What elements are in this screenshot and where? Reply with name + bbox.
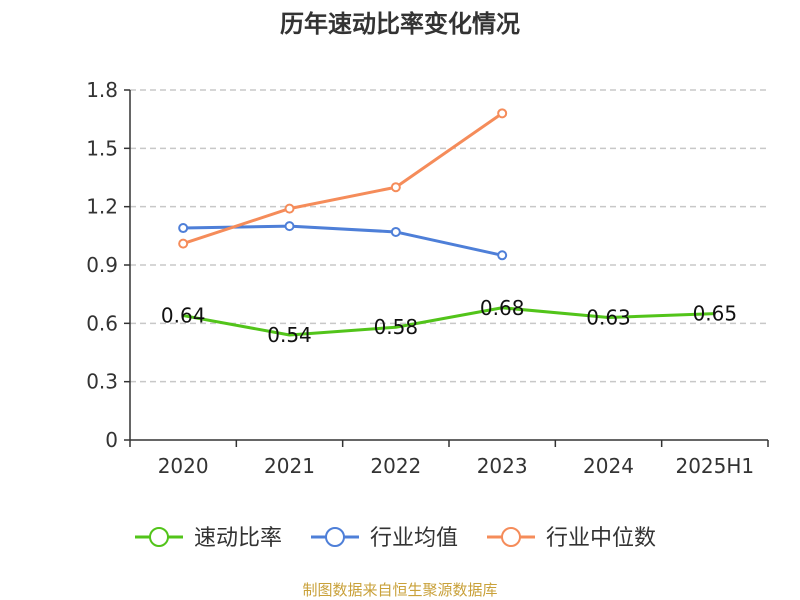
data-point-1-0	[178, 223, 189, 234]
series-line-0	[182, 306, 715, 337]
data-label-0-1: 0.54	[267, 323, 312, 347]
legend-marker-2	[501, 527, 521, 547]
series-2	[178, 108, 508, 249]
data-point-1-3	[497, 250, 508, 261]
legend-item-1[interactable]: 行业均值	[311, 526, 458, 551]
chart-title: 历年速动比率变化情况	[280, 10, 520, 38]
legend-label-1: 行业均值	[370, 526, 458, 551]
data-label-0-3: 0.68	[480, 296, 525, 320]
legend-label-0: 速动比率	[194, 526, 282, 551]
data-point-2-1	[284, 203, 295, 214]
legend[interactable]: 速动比率 行业均值 行业中位数	[135, 526, 656, 551]
y-tick-label-1: 0.3	[86, 370, 118, 394]
data-label-0-4: 0.63	[586, 306, 631, 330]
axes: 0 0.3 0.6 0.9 1.2 1.5 1.8 2020 2021 2022 2023 2024 2…	[86, 78, 769, 478]
y-tick-label-6: 1.8	[86, 78, 118, 102]
y-tick-label-3: 0.9	[86, 253, 118, 277]
source-note: 制图数据来自恒生聚源数据库	[302, 581, 497, 599]
data-label-0-2: 0.58	[374, 315, 419, 339]
legend-marker-0	[149, 527, 169, 547]
x-tick-label-3: 2023	[477, 454, 528, 478]
series-line-2	[182, 112, 504, 246]
x-tick-label-1: 2021	[264, 454, 315, 478]
data-point-2-3	[497, 108, 508, 119]
series-0	[182, 306, 715, 337]
legend-marker-1	[325, 527, 345, 547]
data-point-2-0	[178, 238, 189, 249]
y-tick-label-5: 1.5	[86, 136, 118, 160]
x-tick-label-5: 2025H1	[675, 454, 754, 478]
legend-label-2: 行业中位数	[546, 526, 656, 551]
legend-item-2[interactable]: 行业中位数	[487, 526, 656, 551]
x-tick-label-0: 2020	[158, 454, 209, 478]
y-tick-label-0: 0	[105, 428, 118, 452]
data-labels: 0.64 0.54 0.58 0.68 0.63 0.65	[161, 296, 737, 347]
y-tick-label-2: 0.6	[86, 311, 118, 335]
x-tick-label-2: 2022	[370, 454, 421, 478]
data-label-0-0: 0.64	[161, 304, 206, 328]
data-label-0-5: 0.65	[693, 302, 738, 326]
legend-item-0[interactable]: 速动比率	[135, 526, 282, 551]
y-tick-label-4: 1.2	[86, 195, 118, 219]
data-point-1-2	[390, 226, 401, 237]
series-group	[178, 108, 715, 337]
data-point-1-1	[284, 221, 295, 232]
x-tick-label-4: 2024	[583, 454, 634, 478]
grid	[130, 89, 768, 383]
series-line-1	[183, 224, 503, 257]
data-point-2-2	[390, 182, 401, 193]
